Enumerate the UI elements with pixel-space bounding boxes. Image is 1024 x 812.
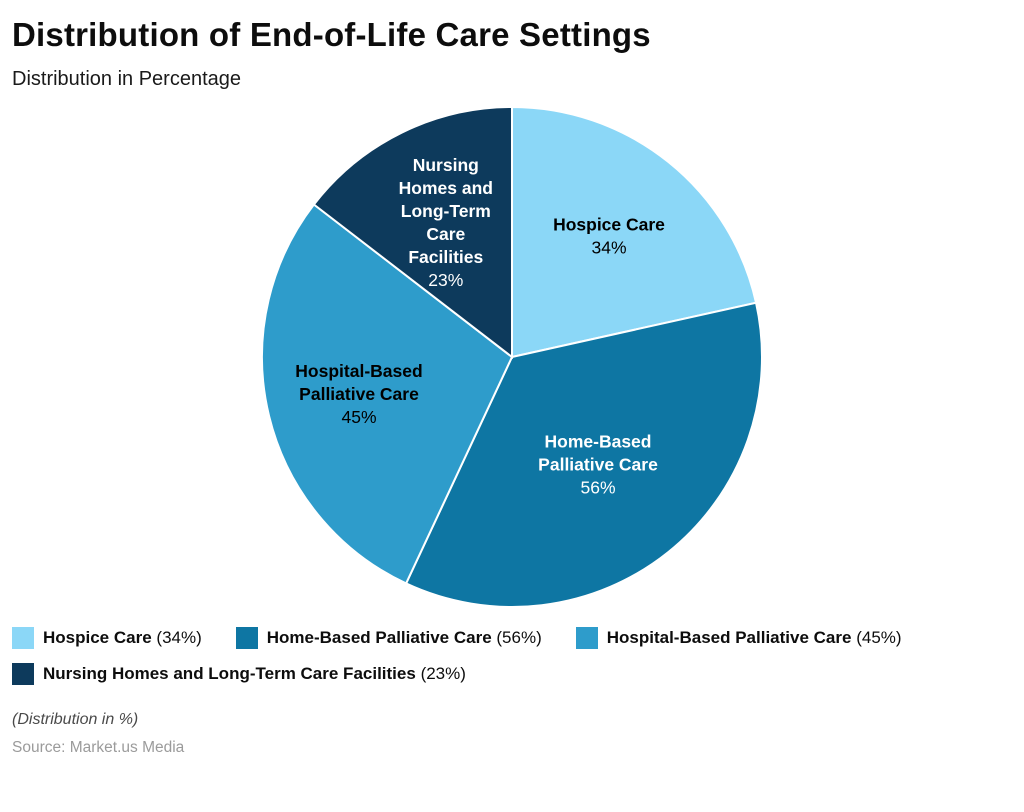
chart-subtitle: Distribution in Percentage <box>12 68 242 90</box>
legend-name: Hospice Care <box>43 628 152 647</box>
chart-footer: (Distribution in %) Source: Market.us Me… <box>0 699 1024 757</box>
pie-slice-name-label: Care <box>426 224 465 244</box>
pie-chart: Hospice Care 34% Home-Based Palliative Care… <box>0 91 1024 621</box>
pie-chart-svg: Hospice Care 34% Home-Based Palliative Care… <box>261 105 763 608</box>
legend-label: Hospice Care (34%) <box>43 628 202 648</box>
legend-item-nursing-homes: Nursing Homes and Long-Term Care Facilit… <box>12 663 466 685</box>
pie-slice-name-label: Facilities <box>408 247 483 267</box>
pie-slice-value-label: 56% <box>580 477 615 497</box>
legend-label: Nursing Homes and Long-Term Care Facilit… <box>43 664 466 684</box>
legend-name: Nursing Homes and Long-Term Care Facilit… <box>43 664 416 683</box>
legend-row-2: Nursing Homes and Long-Term Care Facilit… <box>12 663 1012 685</box>
legend-name: Hospital-Based Palliative Care <box>606 628 852 647</box>
pie-slice-0 <box>511 105 758 359</box>
pie-slice-1 <box>404 301 763 608</box>
legend-item-hospice-care: Hospice Care (34%) <box>12 627 202 649</box>
pie-slice-name-label: Nursing <box>413 155 479 175</box>
pie-slice-name-label: Long-Term <box>401 201 491 221</box>
footer-source: Source: Market.us Media <box>12 739 185 756</box>
legend-swatch-home-based-palliative-care <box>235 627 258 649</box>
pie-slice-name-label: Hospice Care <box>553 215 665 235</box>
legend-pct: (23%) <box>420 664 466 683</box>
legend-item-home-based-palliative-care: Home-Based Palliative Care (56%) <box>235 627 542 649</box>
legend-name: Home-Based Palliative Care <box>266 628 492 647</box>
legend-row-1: Hospice Care (34%) Home-Based Palliative… <box>12 627 1012 649</box>
legend-item-hospital-based-palliative-care: Hospital-Based Palliative Care (45%) <box>575 627 902 649</box>
legend-pct: (45%) <box>856 628 902 647</box>
legend-pct: (56%) <box>496 628 542 647</box>
pie-slice-value-label: 34% <box>591 238 626 258</box>
legend-swatch-nursing-homes <box>12 663 34 685</box>
legend-swatch-hospice-care <box>12 627 34 649</box>
pie-slice-name-label: Homes and <box>399 178 493 198</box>
footer-note: (Distribution in %) <box>12 711 139 728</box>
legend-label: Home-Based Palliative Care (56%) <box>267 628 542 648</box>
pie-slice-2 <box>261 203 514 585</box>
pie-slice-name-label: Palliative Care <box>299 384 419 404</box>
chart-header: Distribution of End-of-Life Care Setting… <box>0 0 1024 91</box>
pie-slice-value-label: 45% <box>341 407 376 427</box>
legend-swatch-hospital-based-palliative-care <box>575 627 598 649</box>
chart-title: Distribution of End-of-Life Care Setting… <box>12 16 651 53</box>
legend-label: Hospital-Based Palliative Care (45%) <box>607 628 902 648</box>
legend: Hospice Care (34%) Home-Based Palliative… <box>0 621 1024 685</box>
pie-slice-value-label: 23% <box>428 270 463 290</box>
pie-slice-3 <box>312 105 513 360</box>
legend-pct: (34%) <box>156 628 202 647</box>
pie-slice-name-label: Palliative Care <box>538 454 658 474</box>
pie-slice-name-label: Home-Based <box>545 431 652 451</box>
pie-slice-name-label: Hospital-Based <box>295 361 422 381</box>
